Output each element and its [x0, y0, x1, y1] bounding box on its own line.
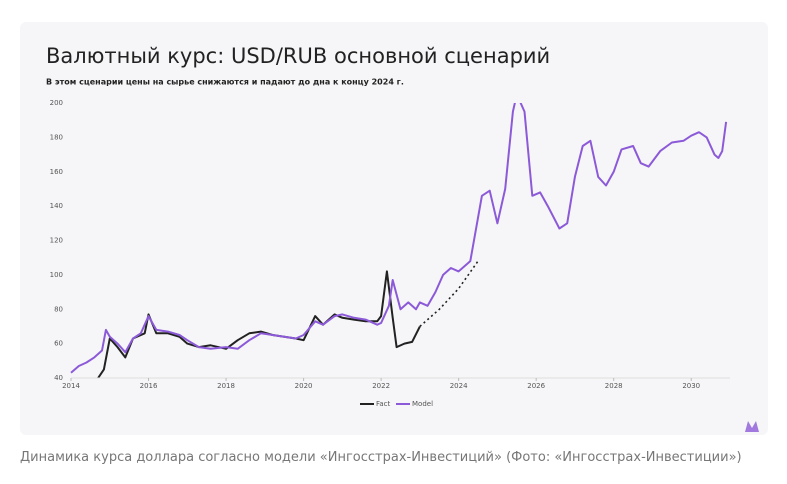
logo	[745, 421, 759, 432]
y-tick-label: 200	[50, 99, 63, 107]
series-line	[97, 270, 421, 378]
y-tick-label: 40	[54, 374, 63, 382]
y-tick-label: 120	[50, 237, 63, 245]
x-tick-label: 2020	[295, 382, 313, 390]
x-tick-label: 2018	[217, 382, 235, 390]
x-tick-label: 2030	[682, 382, 700, 390]
y-tick-label: 180	[50, 133, 63, 141]
chart-card	[20, 22, 768, 435]
y-tick-label: 60	[54, 340, 63, 348]
chart-subtitle: В этом сценарии цены на сырье снижаются …	[46, 78, 404, 87]
x-tick-label: 2026	[527, 382, 545, 390]
caption: Динамика курса доллара согласно модели «…	[20, 450, 742, 465]
x-tick-label: 2014	[62, 382, 80, 390]
x-tick-label: 2016	[140, 382, 158, 390]
y-tick-label: 100	[50, 271, 63, 279]
series-line	[70, 103, 728, 374]
legend-label: Model	[412, 400, 433, 408]
legend-label: Fact	[376, 400, 391, 408]
y-tick-label: 160	[50, 168, 63, 176]
y-tick-label: 140	[50, 202, 63, 210]
x-tick-label: 2028	[605, 382, 623, 390]
y-tick-label: 80	[54, 305, 63, 313]
x-tick-label: 2022	[372, 382, 390, 390]
chart-title: Валютный курс: USD/RUB основной сценарий	[46, 44, 550, 68]
x-tick-label: 2024	[450, 382, 468, 390]
series-line	[419, 260, 479, 328]
